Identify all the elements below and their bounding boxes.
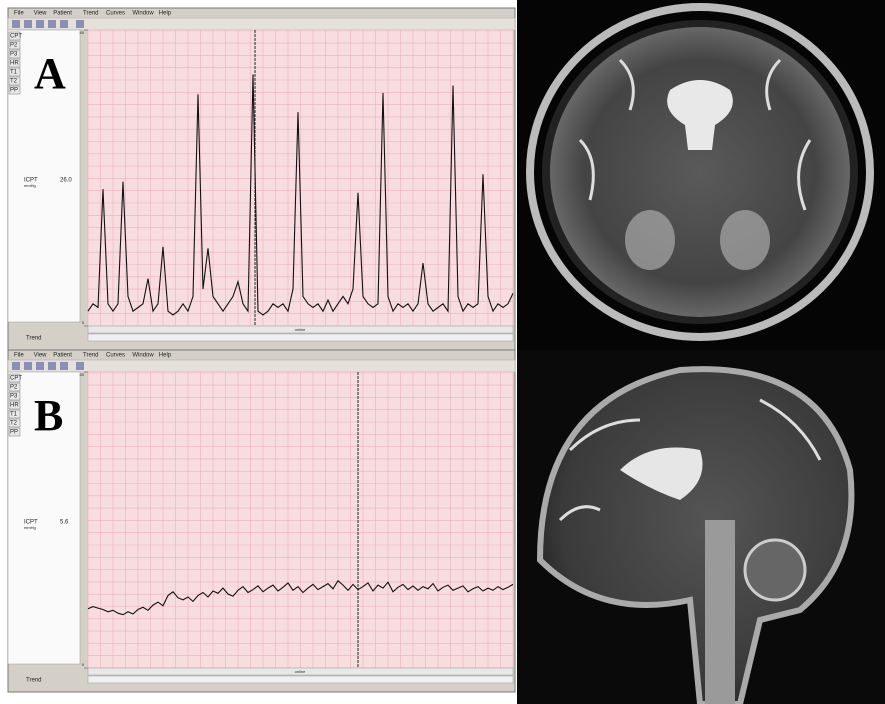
toolbar-icon[interactable] [36, 362, 44, 370]
side-button[interactable] [8, 31, 21, 41]
side-button-label: CPT [10, 34, 22, 40]
toolbar-icon[interactable] [48, 362, 56, 370]
menu-item[interactable]: File [14, 353, 24, 359]
menu-item[interactable]: Patient [53, 11, 72, 17]
side-button[interactable] [8, 391, 21, 401]
toolbar-icon[interactable] [48, 20, 56, 28]
side-button-label: T2 [10, 79, 18, 85]
panel-label: A [34, 49, 66, 98]
icp-trace [87, 579, 514, 616]
side-button[interactable] [8, 49, 21, 59]
side-button-label: PP [10, 88, 18, 94]
side-button-label: P2 [10, 43, 18, 49]
y-tick-label: 0 [82, 662, 85, 667]
menu-item[interactable]: Trend [83, 11, 98, 17]
toolbar-icon[interactable] [76, 20, 84, 28]
footer-label: Trend [26, 336, 41, 342]
y-tick-label: 40 [80, 30, 85, 35]
channel-name: ICPT [24, 520, 38, 526]
side-button-label: T2 [10, 421, 18, 427]
side-button-label: CPT [10, 376, 22, 382]
y-tick-label: 40 [80, 372, 85, 377]
toolbar-icon[interactable] [24, 20, 32, 28]
y-tick-label: 0 [82, 320, 85, 325]
toolbar-icon[interactable] [76, 362, 84, 370]
side-button[interactable] [8, 76, 21, 86]
side-button-label: T1 [10, 412, 18, 418]
menu-item[interactable]: File [14, 11, 24, 17]
toolbar [7, 17, 516, 31]
side-button[interactable] [8, 418, 21, 428]
toolbar-icon[interactable] [60, 362, 68, 370]
side-button[interactable] [8, 85, 21, 95]
mri-axial [517, 0, 885, 350]
monitor-window: File View Patient Trend Curves Window Help CPT P… [7, 7, 516, 351]
menu-item[interactable]: View [34, 11, 48, 17]
side-button[interactable] [8, 382, 21, 392]
menu-item[interactable]: Help [159, 353, 172, 359]
scrollbar[interactable] [87, 333, 514, 342]
mri-sagittal [517, 350, 885, 704]
menu-item[interactable]: Trend [83, 353, 98, 359]
menu-item[interactable]: Curves [106, 353, 125, 359]
side-button-label: P3 [10, 52, 18, 58]
menu-item[interactable]: Patient [53, 353, 72, 359]
side-button[interactable] [8, 373, 21, 383]
toolbar-icon[interactable] [12, 362, 20, 370]
toolbar-icon[interactable] [24, 362, 32, 370]
side-button[interactable] [8, 67, 21, 77]
menu-item[interactable]: Window [132, 353, 154, 359]
monitor-window: File View Patient Trend Curves Window Help CPT P… [7, 349, 516, 693]
side-button-label: P3 [10, 394, 18, 400]
side-button[interactable] [8, 40, 21, 50]
menu-item[interactable]: Help [159, 11, 172, 17]
side-button-label: T1 [10, 70, 18, 76]
side-button-label: HR [10, 403, 19, 409]
panel-label: B [34, 391, 63, 440]
channel-unit: mmHg [24, 525, 36, 530]
side-button[interactable] [8, 427, 21, 437]
channel-reading: 5.6 [60, 520, 69, 526]
status-text: online [295, 669, 306, 674]
icp-trace [87, 74, 514, 316]
side-button-label: HR [10, 61, 19, 67]
toolbar [7, 359, 516, 373]
menu-item[interactable]: View [34, 353, 48, 359]
channel-reading: 26.0 [60, 178, 72, 184]
side-button-label: PP [10, 430, 18, 436]
side-button-label: P2 [10, 385, 18, 391]
toolbar-icon[interactable] [12, 20, 20, 28]
toolbar-icon[interactable] [36, 20, 44, 28]
scrollbar[interactable] [87, 675, 514, 684]
side-button[interactable] [8, 409, 21, 419]
status-bar [87, 667, 514, 676]
channel-name: ICPT [24, 178, 38, 184]
footer-label: Trend [26, 678, 41, 684]
menu-item[interactable]: Curves [106, 11, 125, 17]
side-button[interactable] [8, 400, 21, 410]
status-text: online [295, 327, 306, 332]
toolbar-icon[interactable] [60, 20, 68, 28]
side-button[interactable] [8, 58, 21, 68]
status-bar [87, 325, 514, 334]
menu-item[interactable]: Window [132, 11, 154, 17]
channel-unit: mmHg [24, 183, 36, 188]
